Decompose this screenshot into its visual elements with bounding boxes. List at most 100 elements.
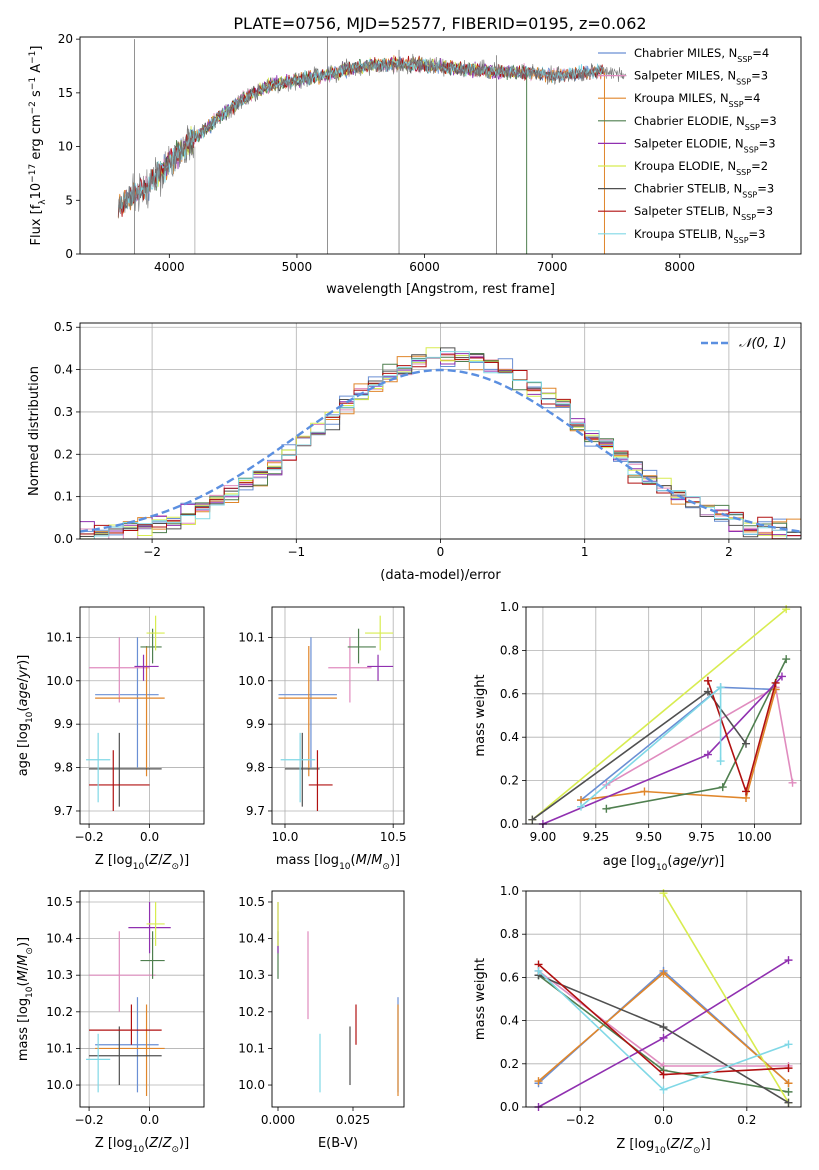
x-tick-label: −0.2 bbox=[75, 830, 104, 844]
weight-marker bbox=[782, 655, 791, 664]
weight-line bbox=[580, 685, 722, 808]
spectrum-panel: 4000 5000 6000 7000 8000 0 5 10 15 20 wavelength [… bbox=[28, 32, 802, 297]
legend-entry: Kroupa MILES, NSSP=4 bbox=[634, 91, 760, 109]
histograms bbox=[80, 347, 801, 539]
error-bars bbox=[86, 615, 165, 811]
mass-weight-vs-Z-panel: −0.2 0.0 0.2 0.0 0.2 0.4 0.6 0.8 1.0 mass weight Z… bbox=[473, 884, 802, 1156]
x-tick-label: 10.0 bbox=[272, 830, 299, 844]
legend-entry: 𝒩(0, 1) bbox=[739, 336, 786, 351]
axes-frame bbox=[79, 606, 205, 825]
x-tick-label: 1 bbox=[581, 545, 589, 559]
normal-curve bbox=[80, 368, 801, 533]
x-tick-label: 0.000 bbox=[261, 1113, 295, 1127]
y-tick-label: 1.0 bbox=[500, 600, 519, 614]
x-tick-label: 9.75 bbox=[688, 830, 715, 844]
x-axis-label: E(B-V) bbox=[318, 1136, 358, 1151]
x-axis-label: mass [log10(M/M⊙)] bbox=[276, 853, 400, 872]
weight-marker bbox=[703, 676, 712, 685]
y-tick-label: 10.0 bbox=[46, 1078, 73, 1092]
weight-line bbox=[662, 892, 790, 1104]
weight-marker bbox=[782, 605, 791, 614]
y-tick-label: 20 bbox=[58, 32, 73, 46]
weight-marker bbox=[716, 757, 725, 766]
y-tick-label: 10.0 bbox=[238, 674, 265, 688]
weight-line bbox=[531, 608, 787, 821]
y-tick-label: 10.1 bbox=[238, 630, 265, 644]
weight-marker bbox=[784, 1040, 793, 1049]
x-tick-label: 0.0 bbox=[140, 830, 159, 844]
x-tick-label: 0.025 bbox=[336, 1113, 370, 1127]
x-axis-label: Z [log10(Z/Z⊙)] bbox=[616, 1137, 710, 1156]
x-tick-label: 2 bbox=[725, 545, 733, 559]
weight-marker bbox=[784, 1098, 793, 1107]
mass-vs-EBV-panel: 0.000 0.025 10.0 10.1 10.2 10.3 10.4 10.5 E(B-V) bbox=[238, 890, 405, 1151]
y-tick-label: 15 bbox=[58, 86, 73, 100]
weight-lines bbox=[528, 605, 797, 828]
y-tick-label: 10 bbox=[58, 140, 73, 154]
legend-entry: Salpeter ELODIE, NSSP=3 bbox=[634, 136, 776, 154]
weight-marker bbox=[742, 739, 750, 748]
error-bars bbox=[86, 901, 171, 1097]
age-vs-mass-panel: 10.0 10.5 9.7 9.8 9.9 10.0 10.1 mass [log10(M/M… bbox=[238, 606, 407, 872]
weight-marker bbox=[640, 787, 649, 796]
weight-marker bbox=[534, 1077, 543, 1086]
y-tick-label: 0.5 bbox=[54, 320, 73, 334]
x-tick-label: 6000 bbox=[409, 260, 440, 274]
axes-frame bbox=[79, 890, 205, 1108]
x-tick-label: −0.2 bbox=[566, 1113, 595, 1127]
legend-entry: Chabrier ELODIE, NSSP=3 bbox=[634, 114, 777, 132]
x-tick-label: 0 bbox=[437, 545, 445, 559]
x-tick-label: 10.5 bbox=[380, 830, 407, 844]
y-axis-label: mass weight bbox=[473, 674, 488, 756]
y-tick-label: 0.3 bbox=[54, 405, 73, 419]
legend-entry: Chabrier MILES, NSSP=4 bbox=[634, 46, 769, 64]
y-tick-label: 10.5 bbox=[238, 895, 265, 909]
weight-marker bbox=[784, 1064, 793, 1073]
y-tick-label: 0.4 bbox=[500, 730, 519, 744]
error-bars bbox=[278, 615, 394, 811]
weight-marker bbox=[703, 750, 712, 759]
weight-marker bbox=[577, 802, 585, 811]
y-tick-label: 0 bbox=[65, 247, 73, 261]
weight-marker bbox=[771, 678, 780, 687]
spectrum-lines bbox=[117, 37, 627, 254]
y-tick-label: 9.9 bbox=[54, 717, 73, 731]
x-tick-label: 7000 bbox=[537, 260, 568, 274]
weight-marker bbox=[784, 1079, 793, 1088]
y-tick-label: 9.7 bbox=[54, 804, 73, 818]
y-tick-label: 0.2 bbox=[500, 1057, 519, 1071]
y-tick-label: 0.6 bbox=[500, 970, 519, 984]
y-tick-label: 0.4 bbox=[54, 363, 73, 377]
residuals-panel: −2 −1 0 1 2 0.0 0.1 0.2 0.3 0.4 0.5 (data-model)/er… bbox=[27, 320, 802, 583]
y-tick-label: 5 bbox=[65, 193, 73, 207]
y-axis-label: Normed distribution bbox=[27, 366, 42, 496]
figure-title: PLATE=0756, MJD=52577, FIBERID=0195, z=0… bbox=[233, 14, 646, 33]
y-tick-label: 10.4 bbox=[46, 932, 73, 946]
y-tick-label: 10.2 bbox=[46, 1005, 73, 1019]
axes-frame bbox=[79, 36, 802, 255]
weight-marker bbox=[718, 783, 727, 792]
y-tick-label: 10.5 bbox=[46, 895, 73, 909]
y-tick-label: 1.0 bbox=[500, 884, 519, 898]
y-tick-label: 10.2 bbox=[238, 1005, 265, 1019]
x-tick-label: 9.50 bbox=[635, 830, 662, 844]
x-tick-label: 5000 bbox=[282, 260, 313, 274]
legend-entry: Salpeter STELIB, NSSP=3 bbox=[634, 204, 773, 222]
weight-line bbox=[580, 689, 777, 801]
y-tick-label: 9.7 bbox=[246, 804, 265, 818]
weight-marker bbox=[659, 1033, 668, 1042]
x-tick-label: 4000 bbox=[154, 260, 185, 274]
weight-marker bbox=[659, 1085, 668, 1094]
y-axis-label: mass weight bbox=[473, 958, 488, 1040]
y-tick-label: 9.9 bbox=[246, 717, 265, 731]
mass-weight-vs-age-panel: 9.00 9.25 9.50 9.75 10.00 0.0 0.2 0.4 0.6 0.8 1.0 m… bbox=[473, 600, 802, 873]
y-axis-label: Flux [fλ10−17 erg cm−2 s−1 A−1] bbox=[28, 46, 48, 246]
y-tick-label: 0.2 bbox=[54, 447, 73, 461]
weight-marker bbox=[716, 683, 725, 692]
model-spectrum-kroupa-stelib bbox=[117, 57, 604, 210]
error-bars bbox=[277, 901, 399, 1097]
age-vs-Z-panel: −0.2 0.0 9.7 9.8 9.9 10.0 10.1 Z [log10(Z/Z⊙)] a… bbox=[16, 606, 205, 872]
axes-frame bbox=[271, 606, 405, 825]
y-axis-label: age [log10(age/yr)] bbox=[16, 655, 35, 777]
